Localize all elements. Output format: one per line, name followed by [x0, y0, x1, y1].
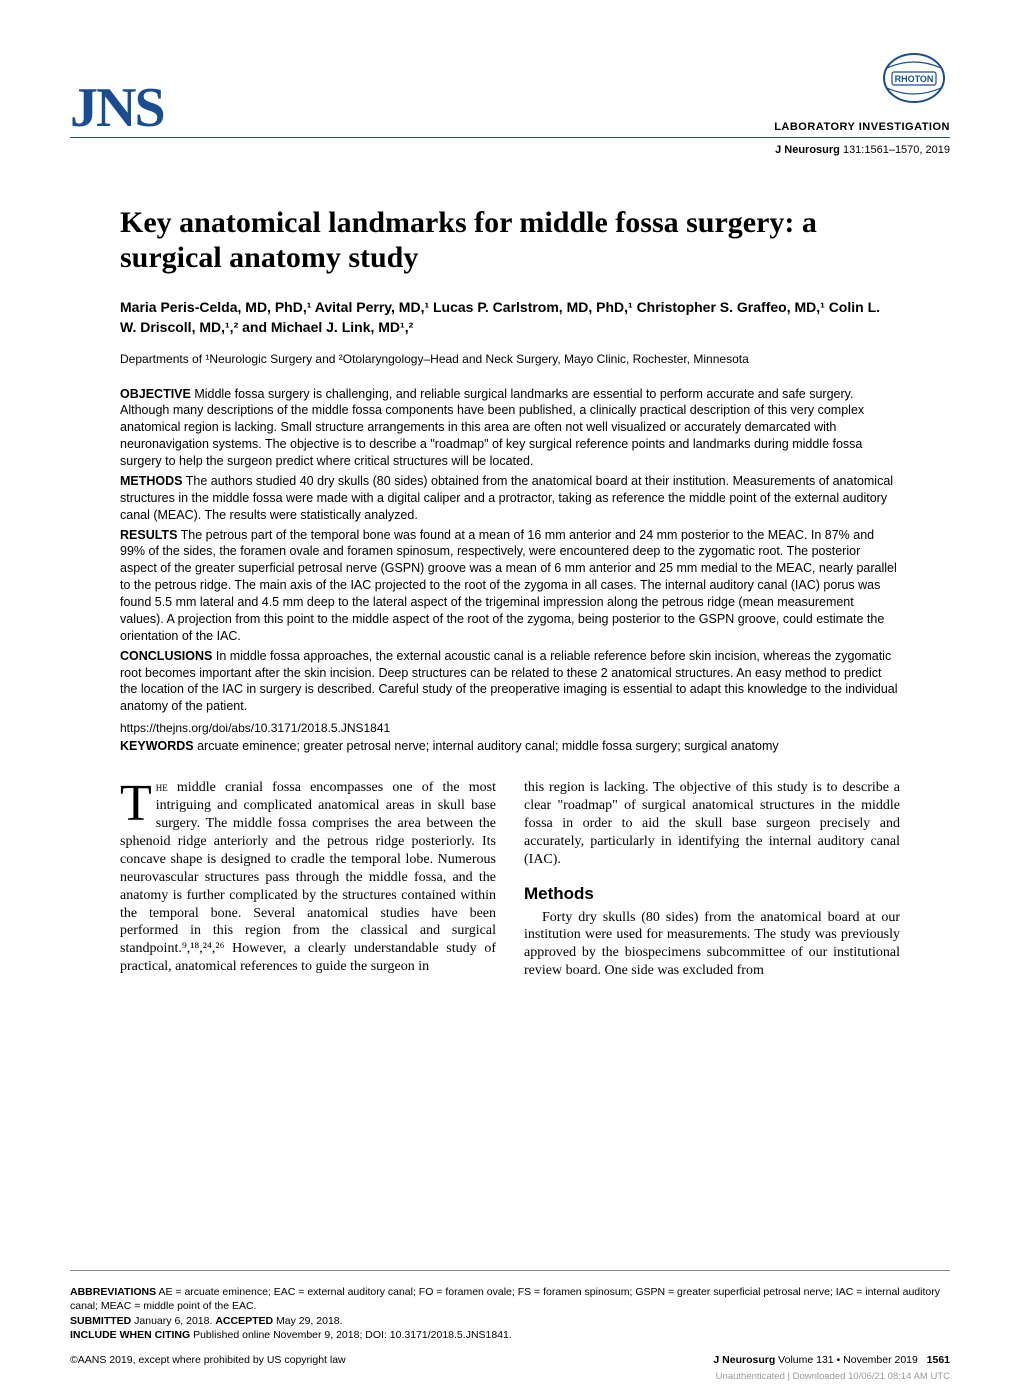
methods-heading: Methods: [524, 883, 900, 905]
download-watermark: Unauthenticated | Downloaded 10/06/21 08…: [716, 1371, 950, 1382]
rhoton-badge-icon: RHOTON: [878, 50, 950, 106]
page-number: 1561: [927, 1354, 950, 1366]
accepted-label: ACCEPTED: [215, 1315, 273, 1327]
submitted-label: SUBMITTED: [70, 1315, 131, 1327]
running-head: J Neurosurg Volume 131 • November 2019 1…: [713, 1354, 950, 1366]
article-title: Key anatomical landmarks for middle foss…: [120, 206, 900, 275]
submitted-row: SUBMITTED January 6, 2018. ACCEPTED May …: [70, 1314, 950, 1328]
abstract-results: RESULTS The petrous part of the temporal…: [120, 527, 900, 645]
abstract-methods: METHODS The authors studied 40 dry skull…: [120, 473, 900, 524]
include-row: INCLUDE WHEN CITING Published online Nov…: [70, 1328, 950, 1342]
article-category: LABORATORY INVESTIGATION: [774, 121, 950, 133]
keywords-label: KEYWORDS: [120, 739, 194, 753]
objective-label: OBJECTIVE: [120, 387, 191, 401]
objective-text: Middle fossa surgery is challenging, and…: [120, 387, 864, 469]
journal-logo: JNS: [70, 85, 164, 133]
article-body: Key anatomical landmarks for middle foss…: [70, 206, 950, 980]
abbreviations-row: ABBREVIATIONS AE = arcuate eminence; EAC…: [70, 1285, 950, 1313]
column-right: this region is lacking. The objective of…: [524, 779, 900, 980]
citation-detail: 131:1561–1570, 2019: [840, 144, 950, 156]
submitted-text: January 6, 2018.: [131, 1315, 215, 1327]
col1-paragraph: middle cranial fossa encompasses one of …: [120, 780, 496, 974]
column-left: The middle cranial fossa encompasses one…: [120, 779, 496, 980]
abbrev-label: ABBREVIATIONS: [70, 1286, 156, 1298]
body-columns: The middle cranial fossa encompasses one…: [120, 779, 900, 980]
rhoton-text: RHOTON: [895, 74, 934, 84]
col2-paragraph-1: this region is lacking. The objective of…: [524, 779, 900, 869]
affiliations: Departments of ¹Neurologic Surgery and ²…: [120, 352, 900, 366]
abstract-block: OBJECTIVE Middle fossa surgery is challe…: [120, 386, 900, 716]
accepted-text: May 29, 2018.: [273, 1315, 342, 1327]
copyright-text: ©AANS 2019, except where prohibited by U…: [70, 1354, 346, 1366]
running-head-journal: J Neurosurg: [713, 1354, 775, 1366]
methods-label: METHODS: [120, 474, 183, 488]
conclusions-text: In middle fossa approaches, the external…: [120, 649, 898, 714]
header-right: RHOTON LABORATORY INVESTIGATION: [774, 50, 950, 133]
page: JNS RHOTON LABORATORY INVESTIGATION J Ne…: [0, 0, 1020, 1386]
methods-text: The authors studied 40 dry skulls (80 si…: [120, 474, 893, 522]
abstract-objective: OBJECTIVE Middle fossa surgery is challe…: [120, 386, 900, 470]
citation-journal: J Neurosurg: [775, 144, 840, 156]
doi-link[interactable]: https://thejns.org/doi/abs/10.3171/2018.…: [120, 721, 900, 735]
keywords-text: arcuate eminence; greater petrosal nerve…: [194, 739, 779, 753]
results-label: RESULTS: [120, 528, 177, 542]
conclusions-label: CONCLUSIONS: [120, 649, 212, 663]
author-line: Maria Peris-Celda, MD, PhD,¹ Avital Perr…: [120, 297, 900, 338]
include-text: Published online November 9, 2018; DOI: …: [190, 1329, 512, 1341]
keywords-row: KEYWORDS arcuate eminence; greater petro…: [120, 739, 900, 753]
citation-line: J Neurosurg 131:1561–1570, 2019: [70, 144, 950, 156]
footer-block: ABBREVIATIONS AE = arcuate eminence; EAC…: [70, 1270, 950, 1342]
col2-paragraph-2: Forty dry skulls (80 sides) from the ana…: [524, 909, 900, 981]
dropcap: T: [120, 779, 156, 826]
abstract-conclusions: CONCLUSIONS In middle fossa approaches, …: [120, 648, 900, 716]
abbrev-text: AE = arcuate eminence; EAC = external au…: [70, 1286, 940, 1312]
header-row: JNS RHOTON LABORATORY INVESTIGATION: [70, 50, 950, 138]
copyright-row: ©AANS 2019, except where prohibited by U…: [70, 1354, 950, 1366]
results-text: The petrous part of the temporal bone wa…: [120, 528, 897, 643]
include-label: INCLUDE WHEN CITING: [70, 1329, 190, 1341]
running-head-rest: Volume 131 • November 2019: [775, 1354, 918, 1366]
dropcap-tail: he: [156, 779, 168, 794]
